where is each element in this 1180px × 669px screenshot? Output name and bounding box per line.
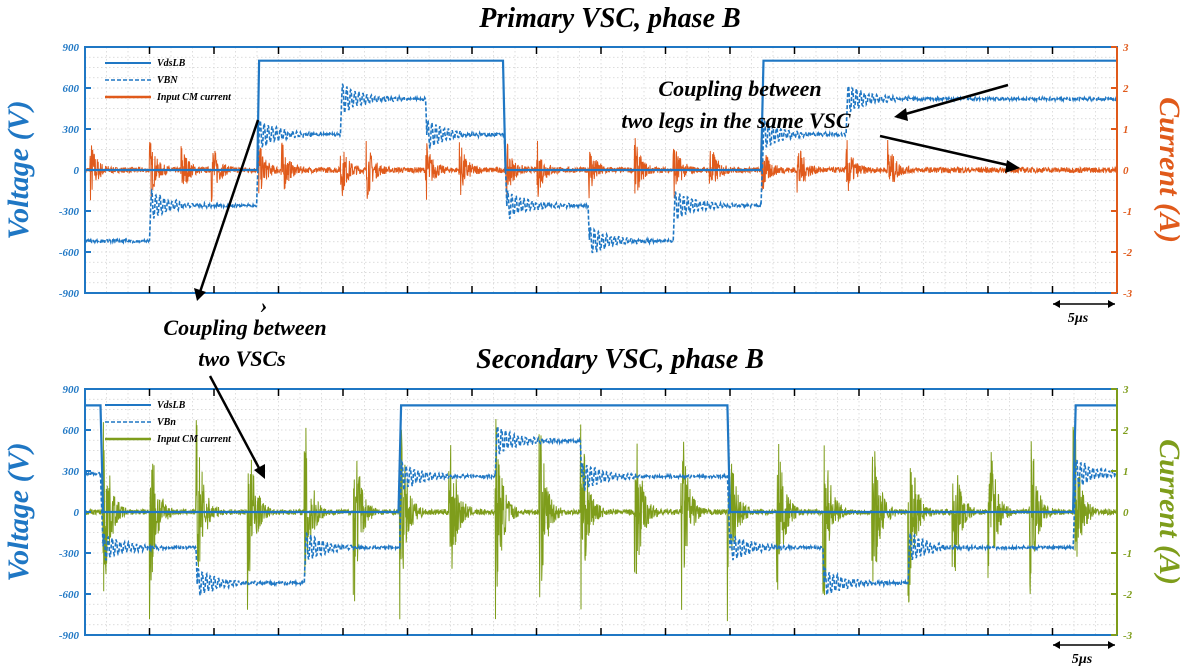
y2-tick-label: -2 — [1123, 589, 1133, 601]
series-line-vdslb — [85, 404, 1117, 514]
legend-entry-label: Input CM current — [156, 92, 232, 103]
annotation-vscs-arrowhead-up — [194, 288, 206, 301]
legend-entry-label: Input CM current — [156, 434, 232, 445]
series-line-vdslb — [85, 59, 1117, 172]
y2-tick-label: 2 — [1122, 83, 1129, 95]
y2-tick-label: -3 — [1123, 288, 1133, 300]
legend-entry-label: VdsLB — [157, 400, 186, 411]
y2-axis-label-secondary: Current (A) — [1153, 439, 1180, 585]
series-line-vbn — [84, 82, 1118, 254]
annotation-legs-arrowhead-up — [894, 108, 908, 121]
y2-tick-label: -2 — [1123, 247, 1133, 259]
y2-tick-label: -3 — [1123, 630, 1133, 642]
y-tick-label: -600 — [59, 247, 80, 259]
annotation-legs-line2: two legs in the same VSC — [621, 108, 851, 133]
annotation-vscs-line1: Coupling between — [163, 315, 326, 340]
legend-entry-label: VBN — [157, 75, 178, 86]
y2-tick-label: 2 — [1122, 425, 1129, 437]
annotation-vscs-arrowhead-down — [254, 464, 265, 479]
chart-title-secondary: Secondary VSC, phase B — [476, 344, 764, 375]
y-tick-label: -300 — [59, 206, 80, 218]
y-axis-label-primary: Voltage (V) — [2, 100, 35, 239]
annotation-legs-line1: Coupling between — [658, 76, 821, 101]
y-tick-label: -900 — [59, 630, 80, 642]
scale-bar-label-secondary: 5µs — [1072, 652, 1093, 667]
series-secondary — [84, 404, 1118, 622]
y2-tick-label: 0 — [1123, 507, 1129, 519]
y-tick-label: 300 — [62, 466, 80, 478]
annotation-coupling-legs: Coupling between two legs in the same VS… — [621, 76, 1020, 173]
y-tick-label: 0 — [74, 165, 80, 177]
annotation-vscs-arrow-down — [208, 375, 262, 471]
y-axis-label-secondary: Voltage (V) — [2, 442, 35, 581]
chart-title-primary: Primary VSC, phase B — [478, 3, 740, 34]
y-tick-label: -900 — [59, 288, 80, 300]
y-tick-label: 900 — [63, 42, 80, 54]
y-tick-label: -300 — [59, 548, 80, 560]
y2-tick-label: 1 — [1123, 466, 1129, 478]
axis-ticks-secondary: 900 600 300 0 -300 -600 -900 3 2 1 0 -1 -2 -3 — [59, 384, 1133, 642]
y-tick-label: 600 — [63, 425, 80, 437]
annotation-legs-arrow-up — [901, 83, 1009, 117]
y2-tick-label: 3 — [1122, 42, 1129, 54]
panel-secondary: Secondary VSC, phase B 900 600 300 0 -300 -60… — [2, 344, 1180, 667]
series-line-vbn — [84, 426, 1118, 598]
annotation-vscs-line2: two VSCs — [198, 346, 285, 371]
scale-bar-label-primary: 5µs — [1068, 311, 1089, 326]
y2-tick-label: -1 — [1123, 548, 1132, 560]
legend-entry-label: VdsLB — [157, 58, 186, 69]
legend-entry-label: VBn — [157, 417, 176, 428]
annotation-coupling-vscs: Coupling between two VSCs › — [163, 119, 327, 479]
annotation-stray-mark: › — [260, 293, 267, 318]
y2-tick-label: -1 — [1123, 206, 1132, 218]
annotation-legs-arrow-down — [879, 134, 1013, 168]
y2-tick-label: 0 — [1123, 165, 1129, 177]
panel-primary: Primary VSC, phase B 900 600 300 0 -300 -600 -… — [2, 3, 1180, 326]
y-tick-label: 0 — [74, 507, 80, 519]
y2-tick-label: 3 — [1122, 384, 1129, 396]
annotation-legs-arrowhead-down — [1005, 160, 1020, 173]
axis-ticks-primary: 900 600 300 0 -300 -600 -900 3 2 1 0 -1 -2 -3 — [59, 42, 1133, 300]
y-tick-label: 600 — [63, 83, 80, 95]
legend-secondary: VdsLB VBn Input CM current — [105, 400, 232, 445]
series-primary — [84, 59, 1118, 254]
legend-primary: VdsLB VBN Input CM current — [105, 58, 232, 103]
y-tick-label: 900 — [63, 384, 80, 396]
annotation-vscs-arrow-up — [198, 119, 260, 293]
y-tick-label: -600 — [59, 589, 80, 601]
y2-axis-label-primary: Current (A) — [1153, 97, 1180, 243]
scale-bar-secondary: 5µs — [1053, 641, 1115, 667]
y-tick-label: 300 — [62, 124, 80, 136]
y2-tick-label: 1 — [1123, 124, 1129, 136]
scale-bar-primary: 5µs — [1053, 300, 1115, 326]
